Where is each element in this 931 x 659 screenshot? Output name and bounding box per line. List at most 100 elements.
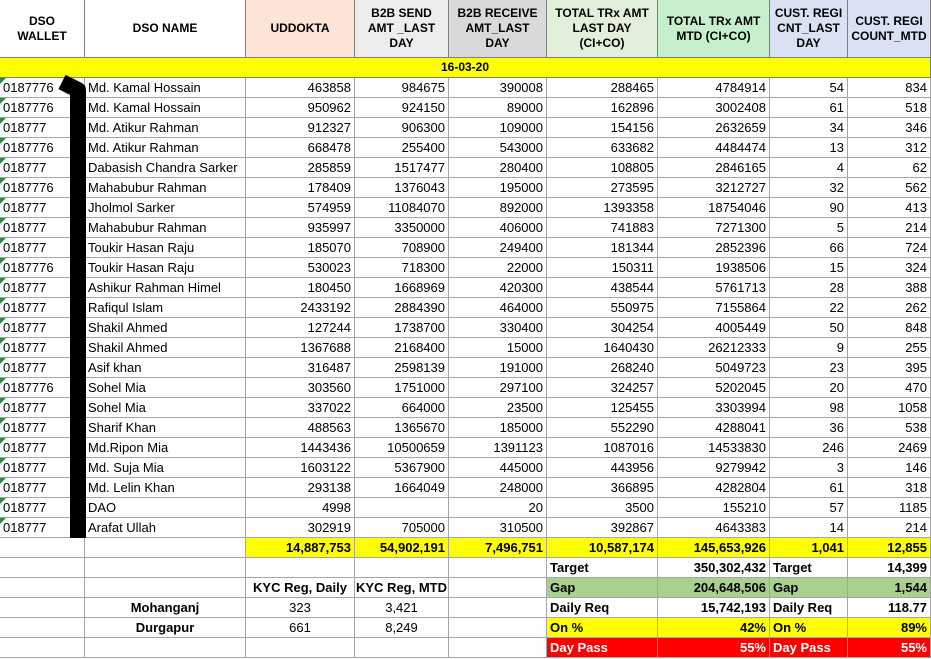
summary-value: 350,302,432 xyxy=(658,558,770,578)
value: 155210 xyxy=(658,498,770,518)
value: 9 xyxy=(770,338,848,358)
kyc-name: Mohanganj xyxy=(85,598,246,618)
value: 1603122 xyxy=(246,458,355,478)
value: 2598139 xyxy=(355,358,449,378)
value: 127244 xyxy=(246,318,355,338)
total: 7,496,751 xyxy=(449,538,547,558)
total: 145,653,926 xyxy=(658,538,770,558)
value: 438544 xyxy=(547,278,658,298)
column-header: CUST. REGI CNT_LAST DAY xyxy=(770,0,848,58)
value: 5367900 xyxy=(355,458,449,478)
summary-label: On % xyxy=(770,618,848,638)
value: 22000 xyxy=(449,258,547,278)
dso-name: Sohel Mia xyxy=(85,398,246,418)
blank xyxy=(246,558,355,578)
summary-label: Daily Req xyxy=(547,598,658,618)
dso-name: Toukir Hasan Raju xyxy=(85,258,246,278)
value: 195000 xyxy=(449,178,547,198)
value: 162896 xyxy=(547,98,658,118)
kyc-header: KYC Reg, MTD xyxy=(355,578,449,598)
value: 1365670 xyxy=(355,418,449,438)
summary-value: 89% xyxy=(848,618,931,638)
value: 248000 xyxy=(449,478,547,498)
value: 488563 xyxy=(246,418,355,438)
value: 1367688 xyxy=(246,338,355,358)
value: 464000 xyxy=(449,298,547,318)
summary-label: Daily Req xyxy=(770,598,848,618)
column-header: UDDOKTA xyxy=(246,0,355,58)
dso-name: Toukir Hasan Raju xyxy=(85,238,246,258)
date-row: 16-03-20 xyxy=(0,58,931,78)
kyc-header: KYC Reg, Daily xyxy=(246,578,355,598)
value: 288465 xyxy=(547,78,658,98)
value: 302919 xyxy=(246,518,355,538)
value: 109000 xyxy=(449,118,547,138)
value: 1376043 xyxy=(355,178,449,198)
dso-name: DAO xyxy=(85,498,246,518)
dso-name: Mahabubur Rahman xyxy=(85,178,246,198)
dso-name: Ashikur Rahman Himel xyxy=(85,278,246,298)
value: 912327 xyxy=(246,118,355,138)
value: 1738700 xyxy=(355,318,449,338)
value: 13 xyxy=(770,138,848,158)
value: 11084070 xyxy=(355,198,449,218)
value: 1751000 xyxy=(355,378,449,398)
summary-value: 1,544 xyxy=(848,578,931,598)
value: 337022 xyxy=(246,398,355,418)
total: 10,587,174 xyxy=(547,538,658,558)
value: 2632659 xyxy=(658,118,770,138)
value: 178409 xyxy=(246,178,355,198)
value: 28 xyxy=(770,278,848,298)
blank xyxy=(355,638,449,658)
value: 108805 xyxy=(547,158,658,178)
summary-label: Target xyxy=(547,558,658,578)
value: 273595 xyxy=(547,178,658,198)
value: 1443436 xyxy=(246,438,355,458)
blank xyxy=(0,618,85,638)
dso-name: Jholmol Sarker xyxy=(85,198,246,218)
value: 550975 xyxy=(547,298,658,318)
value: 185070 xyxy=(246,238,355,258)
value: 89000 xyxy=(449,98,547,118)
value: 708900 xyxy=(355,238,449,258)
value: 2884390 xyxy=(355,298,449,318)
value: 22 xyxy=(770,298,848,318)
blank xyxy=(0,558,85,578)
value: 191000 xyxy=(449,358,547,378)
value: 26212333 xyxy=(658,338,770,358)
value: 14533830 xyxy=(658,438,770,458)
value: 4998 xyxy=(246,498,355,518)
column-header: DSO NAME xyxy=(85,0,246,58)
value xyxy=(355,498,449,518)
summary-value: 55% xyxy=(658,638,770,658)
value: 892000 xyxy=(449,198,547,218)
value: 18754046 xyxy=(658,198,770,218)
value: 2846165 xyxy=(658,158,770,178)
value: 2433192 xyxy=(246,298,355,318)
value: 9279942 xyxy=(658,458,770,478)
value: 54 xyxy=(770,78,848,98)
value: 4484474 xyxy=(658,138,770,158)
value: 741883 xyxy=(547,218,658,238)
value: 552290 xyxy=(547,418,658,438)
value: 34 xyxy=(770,118,848,138)
value: 285859 xyxy=(246,158,355,178)
value: 392867 xyxy=(547,518,658,538)
summary-label: Gap xyxy=(547,578,658,598)
value: 4282804 xyxy=(658,478,770,498)
value: 50 xyxy=(770,318,848,338)
kyc-value: 323 xyxy=(246,598,355,618)
value: 125455 xyxy=(547,398,658,418)
value: 664000 xyxy=(355,398,449,418)
value: 2168400 xyxy=(355,338,449,358)
blank xyxy=(246,638,355,658)
value: 249400 xyxy=(449,238,547,258)
value: 1517477 xyxy=(355,158,449,178)
summary-value: 204,648,506 xyxy=(658,578,770,598)
value: 3212727 xyxy=(658,178,770,198)
value: 366895 xyxy=(547,478,658,498)
column-header: TOTAL TRx AMT MTD (CI+CO) xyxy=(658,0,770,58)
value: 3350000 xyxy=(355,218,449,238)
value: 20 xyxy=(449,498,547,518)
